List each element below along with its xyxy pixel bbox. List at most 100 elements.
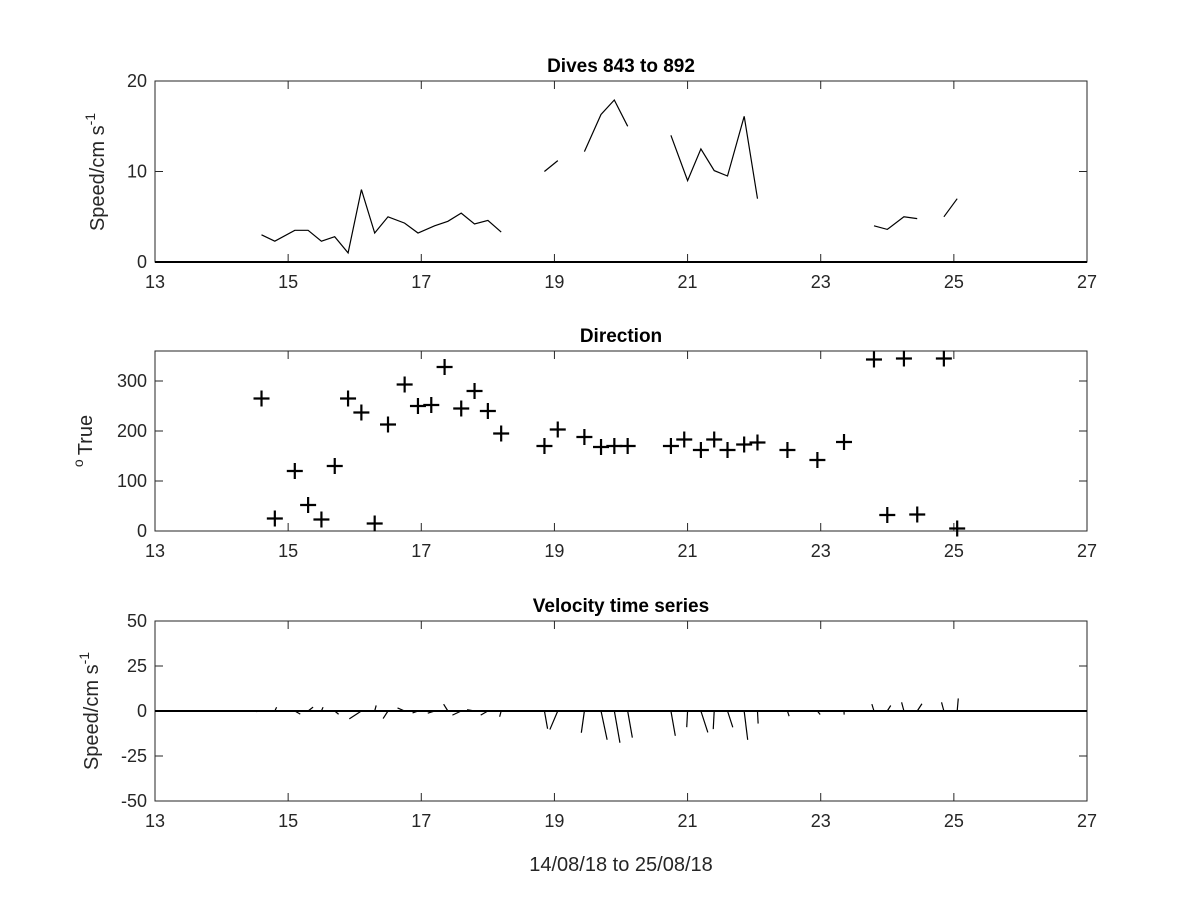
velocity-stick	[412, 710, 419, 714]
direction-point-marker	[366, 515, 383, 532]
velocity-stick	[499, 710, 502, 717]
direction-point-marker	[326, 458, 343, 474]
velocity-stick	[670, 710, 676, 736]
velocity-stick	[756, 710, 759, 724]
direction-point-marker	[396, 376, 413, 393]
velocity-y-tick-label: 50	[127, 611, 147, 631]
speed-panel-ylabel: Speed/cm s-1	[82, 113, 109, 231]
direction-point-marker	[949, 520, 966, 537]
direction-point-marker	[286, 463, 303, 479]
direction-point-marker	[493, 425, 510, 442]
velocity-stick	[726, 710, 734, 728]
velocity-y-tick-label: -25	[121, 746, 147, 766]
direction-panel: Direction 13 15 17 19 21 23 25 27 0 100 200 300 o Tr…	[70, 326, 1097, 561]
velocity-x-tick-label: 15	[278, 811, 298, 831]
direction-point-marker	[706, 431, 723, 448]
speed-series-segment	[583, 98, 629, 152]
speed-x-tick-label: 13	[145, 272, 165, 292]
speed-series-segment	[261, 189, 502, 255]
direction-point-marker	[865, 351, 882, 368]
velocity-stick	[600, 710, 608, 740]
velocity-stick	[580, 710, 585, 733]
speed-x-tick-label: 15	[278, 272, 298, 292]
velocity-stick	[374, 705, 377, 712]
direction-point-marker	[935, 350, 952, 367]
speed-y-tick-label: 10	[127, 162, 147, 182]
direction-point-marker	[692, 442, 709, 458]
direction-point-marker	[423, 397, 440, 413]
direction-point-marker	[879, 507, 896, 523]
direction-point-marker	[353, 404, 370, 421]
direction-ylabel-text: True	[75, 415, 97, 455]
speed-ylabel-superscript: -1	[82, 113, 98, 126]
speed-x-tick-label: 21	[678, 272, 698, 292]
direction-point-marker	[779, 442, 796, 458]
direction-point-marker	[340, 390, 357, 407]
velocity-stick	[816, 710, 821, 715]
direction-point-marker	[466, 383, 483, 399]
velocity-y-tick-label: -50	[121, 791, 147, 811]
velocity-ylabel-superscript: -1	[76, 652, 92, 665]
velocity-stick	[466, 709, 475, 712]
direction-point-marker	[576, 429, 593, 445]
velocity-y-tick-label: 0	[137, 701, 147, 721]
velocity-stick	[743, 710, 749, 740]
velocity-panel-title: Velocity time series	[533, 596, 709, 617]
velocity-x-tick-label: 25	[944, 811, 964, 831]
velocity-x-tick-label: 13	[145, 811, 165, 831]
speed-ylabel-text: Speed/cm s	[87, 125, 109, 231]
direction-x-tick-label: 17	[411, 541, 431, 561]
direction-point-marker	[909, 506, 926, 523]
speed-axes-frame	[154, 80, 1088, 263]
direction-point-marker	[313, 511, 330, 528]
direction-panel-ylabel: o True	[70, 415, 97, 467]
direction-plot-area: 13 15 17 19 21 23 25 27 0 100 200 300	[117, 350, 1097, 561]
speed-x-tick-label: 27	[1077, 272, 1097, 292]
direction-point-marker	[836, 434, 853, 450]
velocity-panel: Velocity time series 13 15 17 19 21 23 25 27 -50…	[76, 596, 1097, 831]
direction-point-marker	[300, 497, 317, 513]
direction-y-tick-label: 0	[137, 521, 147, 541]
velocity-stick	[916, 703, 923, 712]
direction-point-marker	[809, 452, 826, 468]
velocity-stick	[886, 705, 892, 712]
velocity-stick	[452, 710, 462, 716]
direction-y-tick-label: 300	[117, 371, 147, 391]
direction-x-tick-label: 15	[278, 541, 298, 561]
speed-panel-title: Dives 843 to 892	[547, 56, 695, 77]
direction-y-tick-label: 200	[117, 421, 147, 441]
speed-series-segment	[544, 160, 559, 172]
direction-point-marker	[736, 436, 753, 453]
direction-point-marker	[380, 416, 396, 433]
direction-x-tick-label: 23	[811, 541, 831, 561]
direction-point-marker	[266, 510, 283, 527]
velocity-stick	[700, 710, 709, 733]
direction-point-marker	[676, 431, 693, 448]
velocity-panel-ylabel: Speed/cm s-1	[76, 652, 103, 770]
velocity-x-tick-label: 17	[411, 811, 431, 831]
velocity-stick	[549, 710, 559, 730]
direction-point-marker	[453, 400, 470, 417]
velocity-x-tick-label: 27	[1077, 811, 1097, 831]
direction-x-tick-label: 27	[1077, 541, 1097, 561]
speed-series-segment	[873, 216, 918, 231]
velocity-stick	[613, 710, 621, 743]
velocity-stick	[956, 698, 959, 712]
direction-x-tick-label: 19	[544, 541, 564, 561]
velocity-stick	[274, 706, 278, 712]
velocity-stick	[712, 710, 715, 730]
velocity-stick	[294, 710, 301, 715]
x-axis-label: 14/08/18 to 25/08/18	[529, 854, 713, 876]
velocity-stick	[320, 706, 324, 712]
speed-plot-area: 13 15 17 19 21 23 25 27 0 10 20	[127, 71, 1097, 292]
direction-point-marker	[749, 434, 766, 451]
velocity-stick	[480, 710, 489, 716]
direction-point-marker	[895, 350, 912, 367]
velocity-stick	[307, 706, 314, 712]
velocity-stick	[871, 703, 875, 712]
velocity-y-tick-label: 25	[127, 656, 147, 676]
speed-x-tick-label: 19	[544, 272, 564, 292]
direction-y-tick-label: 100	[117, 471, 147, 491]
velocity-ylabel-text: Speed/cm s	[81, 664, 103, 770]
direction-ylabel-superscript: o	[70, 459, 86, 467]
